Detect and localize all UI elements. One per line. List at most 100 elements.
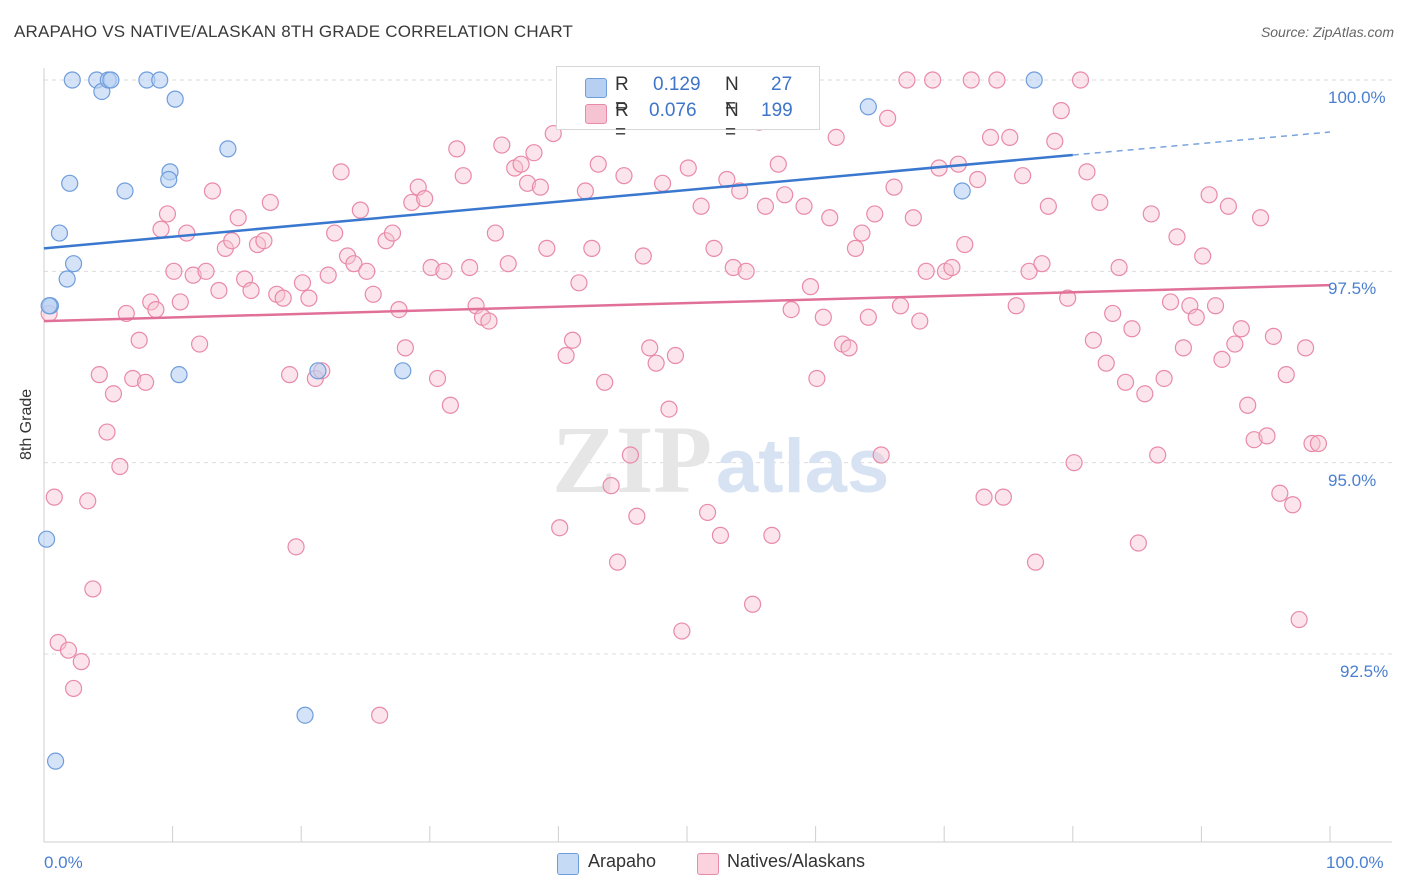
data-point-natives — [756, 197, 775, 215]
data-point-natives — [1245, 431, 1263, 449]
source-label: Source: ZipAtlas.com — [1260, 24, 1394, 40]
legend-n-value: 27 — [771, 74, 793, 95]
data-point-natives — [130, 331, 148, 349]
data-point-natives — [1110, 258, 1128, 277]
data-point-natives — [332, 163, 350, 181]
data-point-natives — [364, 285, 382, 303]
data-point-arapaho — [309, 362, 327, 380]
data-point-natives — [653, 174, 672, 192]
data-point-natives — [1296, 339, 1315, 357]
data-point-natives — [538, 239, 556, 257]
data-point-natives — [191, 335, 209, 353]
data-point-natives — [943, 258, 961, 277]
data-point-natives — [1026, 553, 1045, 571]
data-point-natives — [1168, 228, 1186, 246]
data-point-natives — [885, 178, 903, 196]
data-point-natives — [345, 255, 363, 273]
data-point-arapaho — [40, 297, 58, 315]
data-point-natives — [1136, 385, 1154, 403]
data-point-natives — [358, 262, 376, 280]
data-point-natives — [988, 71, 1006, 89]
y-tick-label: 100.0% — [1328, 88, 1386, 107]
data-point-natives — [416, 190, 434, 208]
data-point-arapaho — [394, 362, 412, 380]
data-point-arapaho — [58, 270, 76, 288]
data-point-natives — [711, 526, 730, 544]
data-point-natives — [956, 235, 974, 254]
data-point-natives — [673, 622, 691, 640]
trend-line-arapaho-extension — [1072, 131, 1331, 156]
data-point-natives — [1071, 71, 1090, 89]
data-point-natives — [898, 71, 916, 89]
data-point-natives — [962, 71, 980, 89]
data-point-natives — [628, 507, 646, 525]
data-point-natives — [840, 339, 858, 357]
data-point-natives — [197, 262, 215, 280]
stats-legend: R = 0.129 N = 27 R = 0.076 N = 199 — [556, 66, 820, 143]
data-point-natives — [79, 492, 97, 510]
data-point-natives — [846, 239, 865, 257]
data-point-natives — [255, 232, 273, 250]
data-point-natives — [1129, 534, 1147, 552]
data-point-natives — [853, 224, 871, 242]
data-point-natives — [660, 400, 678, 418]
data-point-arapaho — [953, 182, 971, 200]
trend-line-natives — [43, 283, 1331, 323]
data-point-natives — [45, 488, 63, 506]
legend-r-value: 0.076 — [649, 100, 697, 121]
data-point-natives — [1149, 446, 1167, 464]
data-point-natives — [1014, 167, 1032, 185]
data-point-natives — [827, 128, 845, 146]
data-point-natives — [229, 209, 247, 227]
x-tick-label-max: 100.0% — [1326, 853, 1384, 872]
legend-n-label: N = — [725, 100, 739, 143]
data-point-natives — [390, 301, 408, 319]
data-point-natives — [72, 653, 90, 671]
data-point-natives — [782, 301, 800, 319]
data-point-natives — [203, 182, 222, 200]
data-point-natives — [1284, 496, 1302, 514]
data-point-arapaho — [61, 174, 79, 192]
data-point-arapaho — [166, 90, 184, 108]
data-point-natives — [821, 209, 839, 227]
data-point-natives — [911, 312, 929, 330]
y-axis-label: 8th Grade — [18, 388, 35, 460]
data-point-natives — [1155, 369, 1173, 388]
data-point-natives — [1001, 128, 1019, 146]
data-point-natives — [1206, 297, 1225, 315]
data-point-arapaho — [170, 366, 188, 384]
data-point-natives — [428, 369, 447, 388]
data-point-natives — [1219, 197, 1238, 215]
data-point-natives — [351, 201, 369, 219]
data-point-natives — [1161, 293, 1180, 311]
data-point-natives — [90, 366, 108, 384]
legend-r-label: R = — [615, 100, 629, 143]
data-point-arapaho — [64, 255, 83, 273]
data-point-natives — [1226, 335, 1244, 353]
data-point-natives — [641, 339, 659, 357]
data-point-natives — [287, 538, 305, 556]
data-point-natives — [969, 170, 987, 189]
data-point-natives — [1258, 427, 1276, 445]
data-point-natives — [165, 262, 183, 280]
data-point-natives — [924, 71, 942, 89]
data-point-natives — [1271, 484, 1289, 502]
data-point-natives — [634, 247, 652, 265]
data-point-natives — [563, 331, 582, 349]
data-point-natives — [692, 197, 710, 215]
grid-lines — [44, 79, 1392, 655]
data-point-natives — [1174, 339, 1192, 357]
data-point-natives — [1123, 320, 1141, 338]
data-point-natives — [981, 128, 1000, 146]
data-point-arapaho — [219, 140, 237, 158]
watermark-zip: ZIP — [552, 406, 712, 513]
data-point-natives — [1309, 434, 1328, 453]
data-point-arapaho — [102, 71, 120, 89]
data-point-natives — [293, 274, 312, 292]
legend-n-value: 199 — [761, 100, 793, 121]
data-point-arapaho — [50, 224, 69, 242]
data-point-natives — [281, 366, 299, 384]
data-point-natives — [274, 289, 292, 307]
data-point-natives — [454, 167, 472, 185]
data-point-natives — [743, 595, 762, 613]
